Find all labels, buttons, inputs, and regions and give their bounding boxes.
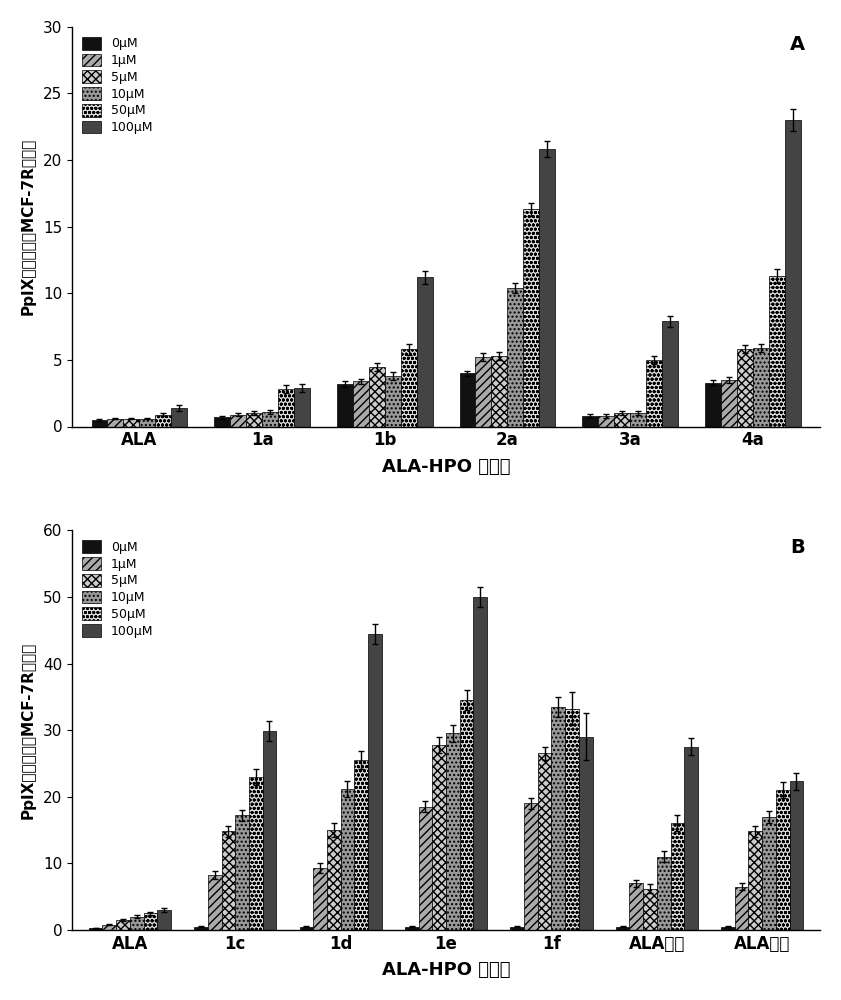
Bar <box>108 419 124 426</box>
Bar <box>246 413 262 426</box>
Bar <box>705 383 721 426</box>
X-axis label: ALA-HPO 缀合物: ALA-HPO 缀合物 <box>382 961 510 979</box>
Text: A: A <box>790 35 805 54</box>
Bar <box>510 927 524 930</box>
Bar <box>419 807 432 930</box>
Bar <box>646 360 662 426</box>
Bar <box>670 823 685 930</box>
Bar <box>598 416 614 426</box>
Bar <box>769 276 785 426</box>
Bar <box>524 803 537 930</box>
Legend: 0μM, 1μM, 5μM, 10μM, 50μM, 100μM: 0μM, 1μM, 5μM, 10μM, 50μM, 100μM <box>78 537 157 641</box>
Bar <box>172 408 188 426</box>
Bar <box>507 288 523 426</box>
Bar <box>735 887 748 930</box>
Bar <box>157 910 171 930</box>
Bar <box>208 875 221 930</box>
Bar <box>116 920 130 930</box>
Bar <box>491 356 507 426</box>
Bar <box>616 927 629 930</box>
Bar <box>537 753 552 930</box>
Bar <box>614 413 630 426</box>
Bar <box>405 927 419 930</box>
Bar <box>762 817 776 930</box>
Bar <box>214 417 230 426</box>
Bar <box>156 415 172 426</box>
Bar <box>89 928 103 930</box>
Bar <box>368 367 384 426</box>
Bar <box>400 349 416 426</box>
Bar <box>230 415 246 426</box>
Bar <box>221 831 235 930</box>
Bar <box>144 913 157 930</box>
Bar <box>194 927 208 930</box>
Bar <box>235 815 249 930</box>
Bar <box>352 381 368 426</box>
Bar <box>643 889 657 930</box>
Y-axis label: PpIX荧光强度（MCF-7R细胞）: PpIX荧光强度（MCF-7R细胞） <box>21 642 36 819</box>
Bar <box>523 209 539 426</box>
Bar <box>294 388 309 426</box>
Bar <box>748 831 762 930</box>
Bar <box>473 597 487 930</box>
Bar <box>327 830 341 930</box>
Bar <box>416 277 432 426</box>
Bar <box>582 416 598 426</box>
Bar <box>262 731 277 930</box>
Bar <box>552 707 565 930</box>
Bar <box>565 709 579 930</box>
Bar <box>368 634 382 930</box>
Bar <box>753 348 769 426</box>
Bar <box>140 419 156 426</box>
Bar <box>721 927 735 930</box>
Bar <box>130 917 144 930</box>
Bar <box>579 737 593 930</box>
Bar <box>662 321 678 426</box>
Bar <box>278 389 294 426</box>
Bar <box>337 384 352 426</box>
Bar <box>446 733 460 930</box>
Bar <box>785 120 801 426</box>
Bar <box>790 781 803 930</box>
Bar <box>249 777 262 930</box>
Bar <box>629 883 643 930</box>
Bar <box>341 789 354 930</box>
Bar <box>657 857 670 930</box>
Bar <box>103 925 116 930</box>
Bar <box>313 868 327 930</box>
Bar <box>776 790 790 930</box>
Legend: 0μM, 1μM, 5μM, 10μM, 50μM, 100μM: 0μM, 1μM, 5μM, 10μM, 50μM, 100μM <box>78 33 157 138</box>
Bar <box>262 412 278 426</box>
Bar <box>92 420 108 426</box>
Bar <box>685 747 698 930</box>
Bar <box>384 376 400 426</box>
Bar <box>460 700 473 930</box>
Bar <box>299 927 313 930</box>
Bar <box>432 745 446 930</box>
Y-axis label: PpIX荧光强度（MCF-7R细胞）: PpIX荧光强度（MCF-7R细胞） <box>21 138 36 315</box>
X-axis label: ALA-HPO 缀合物: ALA-HPO 缀合物 <box>382 458 510 476</box>
Bar <box>459 373 475 426</box>
Bar <box>475 357 491 426</box>
Text: B: B <box>791 538 805 557</box>
Bar <box>737 349 753 426</box>
Bar <box>354 760 368 930</box>
Bar <box>124 419 140 426</box>
Bar <box>539 149 555 426</box>
Bar <box>721 380 737 426</box>
Bar <box>630 413 646 426</box>
